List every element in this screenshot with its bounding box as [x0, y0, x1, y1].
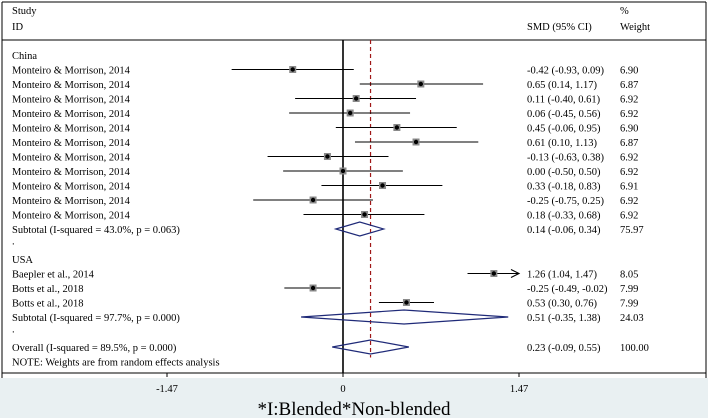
- figure-caption: *I:Blended*Non-blended: [257, 399, 451, 418]
- study-label: Monteiro & Morrison, 2014: [12, 66, 131, 77]
- study-weight: 6.92: [620, 153, 638, 164]
- study-point: [394, 125, 400, 130]
- header-smd: SMD (95% CI): [527, 22, 592, 33]
- study-label: Botts et al., 2018: [12, 299, 83, 310]
- group-label: USA: [12, 255, 33, 266]
- x-tick-label: 0: [340, 384, 345, 395]
- study-weight: 7.99: [620, 284, 638, 295]
- study-weight: 6.92: [620, 211, 638, 222]
- study-point: [340, 168, 346, 174]
- study-weight: 6.90: [620, 124, 638, 135]
- overall-diamond: [332, 339, 409, 355]
- study-label: Monteiro & Morrison, 2014: [12, 138, 131, 149]
- subtotal-label: Subtotal (I-squared = 97.7%, p = 0.000): [12, 313, 180, 324]
- study-effect-ci: 0.61 (0.10, 1.13): [527, 138, 597, 149]
- study-effect-ci: 0.65 (0.14, 1.17): [527, 80, 597, 91]
- subtotal-diamond: [301, 309, 509, 325]
- study-effect-ci: 0.00 (-0.50, 0.50): [527, 167, 601, 178]
- study-effect-ci: 0.53 (0.30, 0.76): [527, 299, 597, 310]
- subtotal-effect-ci: 0.14 (-0.06, 0.34): [527, 225, 601, 236]
- subtotal-weight: 24.03: [620, 313, 644, 324]
- study-point: [380, 183, 385, 188]
- study-effect-ci: -0.42 (-0.93, 0.09): [527, 66, 604, 77]
- study-effect-ci: 1.26 (1.04, 1.47): [527, 270, 597, 281]
- study-point: [325, 154, 330, 159]
- study-weight: 6.91: [620, 182, 638, 193]
- study-label: Monteiro & Morrison, 2014: [12, 95, 131, 106]
- study-point: [418, 81, 424, 87]
- study-label: Monteiro & Morrison, 2014: [12, 109, 131, 120]
- study-weight: 6.87: [620, 80, 638, 91]
- study-weight: 6.87: [620, 138, 638, 149]
- overall-effect-ci: 0.23 (-0.09, 0.55): [527, 343, 601, 354]
- study-weight: 6.92: [620, 196, 638, 207]
- study-label: Monteiro & Morrison, 2014: [12, 211, 131, 222]
- subtotal-label: Subtotal (I-squared = 43.0%, p = 0.063): [12, 225, 180, 236]
- study-point: [347, 110, 353, 116]
- study-label: Botts et al., 2018: [12, 284, 83, 295]
- subtotal-diamond: [333, 221, 386, 237]
- study-label: Monteiro & Morrison, 2014: [12, 167, 131, 178]
- header-percent: %: [620, 6, 629, 17]
- study-label: Monteiro & Morrison, 2014: [12, 196, 131, 207]
- study-point: [290, 67, 295, 72]
- group-label: China: [12, 51, 37, 62]
- study-effect-ci: -0.25 (-0.49, -0.02): [527, 284, 608, 295]
- study-point: [491, 271, 497, 276]
- study-weight: 6.92: [620, 109, 638, 120]
- x-tick-label: -1.47: [156, 384, 178, 395]
- study-effect-ci: 0.18 (-0.33, 0.68): [527, 211, 601, 222]
- study-effect-ci: 0.33 (-0.18, 0.83): [527, 182, 601, 193]
- study-effect-ci: 0.06 (-0.45, 0.56): [527, 109, 601, 120]
- subtotal-effect-ci: 0.51 (-0.35, 1.38): [527, 313, 601, 324]
- study-weight: 6.92: [620, 167, 638, 178]
- study-weight: 8.05: [620, 270, 638, 281]
- group-separator: .: [12, 237, 15, 248]
- study-label: Monteiro & Morrison, 2014: [12, 124, 131, 135]
- study-ci-arrow: [510, 269, 521, 278]
- header-weight: Weight: [620, 22, 650, 33]
- study-weight: 6.92: [620, 95, 638, 106]
- study-effect-ci: 0.11 (-0.40, 0.61): [527, 95, 601, 106]
- weights-note: NOTE: Weights are from random effects an…: [12, 358, 220, 369]
- study-label: Monteiro & Morrison, 2014: [12, 182, 131, 193]
- study-point: [362, 212, 367, 217]
- subtotal-weight: 75.97: [620, 225, 644, 236]
- study-point: [310, 285, 316, 291]
- study-weight: 7.99: [620, 299, 638, 310]
- study-label: Monteiro & Morrison, 2014: [12, 80, 131, 91]
- study-point: [310, 197, 316, 203]
- study-point: [353, 96, 359, 101]
- study-effect-ci: -0.25 (-0.75, 0.25): [527, 196, 604, 207]
- caption-band: [0, 378, 708, 418]
- overall-label: Overall (I-squared = 89.5%, p = 0.000): [12, 343, 177, 354]
- x-tick-label: 1.47: [510, 384, 528, 395]
- study-weight: 6.90: [620, 66, 638, 77]
- group-separator: .: [12, 325, 15, 336]
- study-point: [404, 300, 409, 305]
- study-point: [413, 139, 419, 145]
- study-effect-ci: -0.13 (-0.63, 0.38): [527, 153, 604, 164]
- study-label: Monteiro & Morrison, 2014: [12, 153, 131, 164]
- header-id: ID: [12, 22, 23, 33]
- header-study: Study: [12, 6, 37, 17]
- study-label: Baepler et al., 2014: [12, 270, 95, 281]
- study-effect-ci: 0.45 (-0.06, 0.95): [527, 124, 601, 135]
- overall-weight: 100.00: [620, 343, 649, 354]
